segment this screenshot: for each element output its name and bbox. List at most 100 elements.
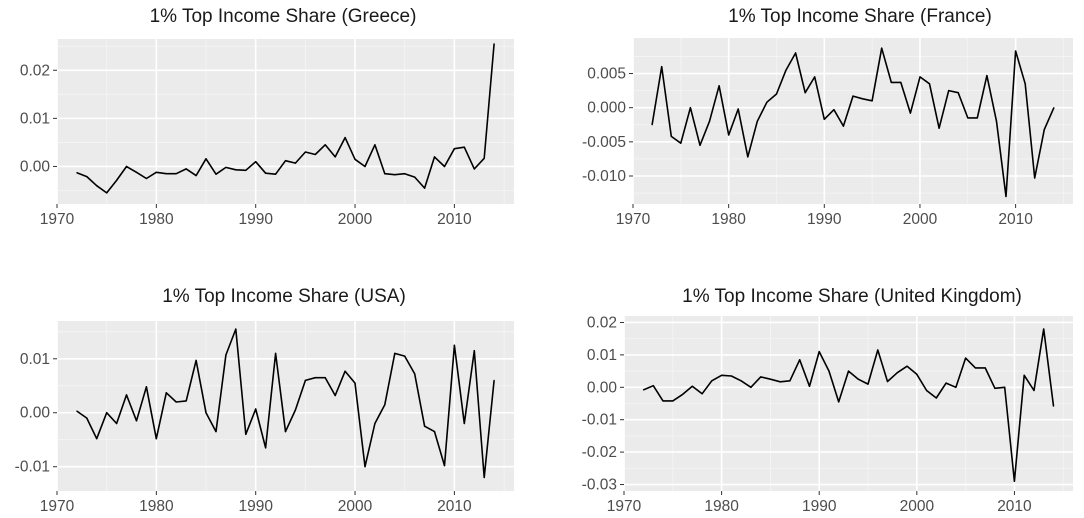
data-point bbox=[965, 357, 967, 359]
data-point bbox=[304, 151, 306, 153]
data-point bbox=[1033, 389, 1035, 392]
data-point bbox=[354, 382, 356, 384]
x-tick-label: 2010 bbox=[997, 498, 1032, 515]
x-tick-label: 1970 bbox=[40, 211, 75, 228]
data-point bbox=[294, 409, 297, 411]
data-point bbox=[730, 375, 732, 377]
data-point bbox=[423, 425, 426, 427]
data-point bbox=[314, 377, 316, 379]
data-point bbox=[955, 386, 957, 388]
data-point bbox=[661, 66, 663, 68]
data-point bbox=[334, 156, 336, 158]
data-point bbox=[691, 385, 693, 387]
data-point bbox=[404, 355, 406, 357]
data-point bbox=[986, 74, 988, 77]
data-point bbox=[967, 117, 969, 119]
x-tick-label: 1980 bbox=[711, 211, 746, 228]
data-point bbox=[374, 422, 376, 425]
data-point bbox=[808, 385, 811, 387]
data-point bbox=[284, 431, 287, 433]
data-point bbox=[324, 377, 326, 379]
data-point bbox=[681, 393, 684, 396]
data-point bbox=[116, 179, 118, 182]
data-point bbox=[995, 120, 998, 122]
y-tick-label: 0.02 bbox=[587, 314, 617, 331]
data-point bbox=[984, 367, 986, 369]
y-tick-label: 0.01 bbox=[20, 351, 50, 368]
data-point bbox=[916, 373, 918, 375]
data-point bbox=[886, 380, 889, 383]
data-point bbox=[443, 465, 446, 467]
y-tick-label: 0.00 bbox=[20, 158, 51, 175]
data-point bbox=[737, 108, 739, 110]
data-point bbox=[274, 173, 277, 175]
data-point bbox=[255, 408, 257, 410]
data-point bbox=[1013, 480, 1016, 482]
data-point bbox=[814, 76, 816, 78]
data-point bbox=[443, 165, 446, 168]
data-point bbox=[775, 93, 778, 95]
data-point bbox=[867, 383, 869, 385]
data-point bbox=[96, 438, 98, 440]
data-point bbox=[76, 410, 78, 412]
data-point bbox=[265, 447, 267, 449]
data-point bbox=[225, 354, 227, 356]
data-point bbox=[708, 120, 711, 122]
data-point bbox=[354, 158, 356, 160]
data-point bbox=[747, 156, 749, 158]
x-tick-label: 2000 bbox=[338, 211, 373, 228]
data-point bbox=[165, 392, 167, 394]
data-point bbox=[1023, 374, 1025, 376]
data-point bbox=[847, 370, 850, 372]
data-point bbox=[890, 81, 892, 84]
x-tick-label: 2010 bbox=[437, 498, 472, 515]
y-tick-label: 0.02 bbox=[20, 62, 50, 79]
data-point bbox=[205, 158, 207, 160]
data-point bbox=[838, 401, 840, 403]
data-point bbox=[670, 135, 672, 137]
data-point bbox=[919, 76, 921, 78]
y-tick-label: -0.01 bbox=[582, 412, 617, 429]
panel-uk: 1% Top Income Share (United Kingdom) 197… bbox=[582, 286, 1073, 515]
data-point bbox=[76, 172, 78, 174]
data-point bbox=[804, 92, 806, 94]
data-point bbox=[493, 43, 495, 45]
data-point bbox=[642, 389, 645, 391]
data-point bbox=[225, 166, 227, 169]
data-point bbox=[414, 373, 416, 375]
data-point bbox=[374, 144, 376, 146]
data-point bbox=[394, 352, 396, 354]
data-point bbox=[394, 174, 396, 176]
data-point bbox=[483, 157, 485, 159]
plot-background bbox=[57, 321, 514, 491]
data-point bbox=[769, 378, 772, 380]
data-point bbox=[106, 412, 108, 414]
data-point bbox=[284, 160, 287, 162]
panel-title: 1% Top Income Share (USA) bbox=[162, 286, 406, 307]
data-point bbox=[215, 173, 217, 175]
data-point bbox=[483, 476, 485, 479]
data-point bbox=[662, 400, 664, 402]
data-point bbox=[799, 359, 801, 361]
data-point bbox=[145, 386, 148, 388]
y-tick-label: 0.000 bbox=[587, 100, 626, 117]
x-tick-label: 1970 bbox=[40, 498, 75, 515]
x-tick-label: 1990 bbox=[807, 211, 842, 228]
data-point bbox=[818, 351, 820, 353]
data-point bbox=[155, 171, 157, 173]
data-point bbox=[740, 380, 742, 382]
data-point bbox=[1043, 128, 1045, 131]
y-tick-label: 0.00 bbox=[20, 405, 51, 422]
data-point bbox=[909, 112, 911, 114]
data-point bbox=[842, 125, 845, 127]
panel-title: 1% Top Income Share (Greece) bbox=[150, 6, 417, 27]
data-point bbox=[1052, 405, 1055, 407]
x-tick-label: 2000 bbox=[900, 498, 935, 515]
data-point bbox=[1053, 107, 1055, 109]
plot-background bbox=[57, 39, 514, 204]
data-point bbox=[453, 148, 455, 150]
data-point bbox=[185, 400, 187, 402]
data-point bbox=[728, 134, 730, 136]
data-point bbox=[711, 380, 713, 382]
